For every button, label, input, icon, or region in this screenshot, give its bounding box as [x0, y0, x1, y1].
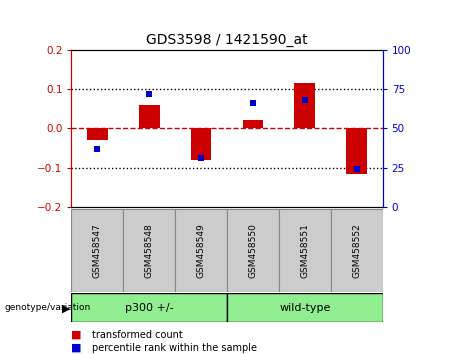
Bar	[331, 209, 383, 292]
Text: ▶: ▶	[62, 304, 71, 314]
Bar	[71, 293, 227, 322]
Text: GSM458551: GSM458551	[300, 223, 309, 278]
Bar	[346, 128, 367, 173]
Text: transformed count: transformed count	[92, 330, 183, 339]
Text: percentile rank within the sample: percentile rank within the sample	[92, 343, 257, 353]
Text: p300 +/-: p300 +/-	[125, 303, 173, 313]
Bar	[295, 83, 315, 128]
Bar	[175, 209, 227, 292]
Bar	[227, 293, 383, 322]
Bar	[139, 105, 160, 128]
Bar	[124, 209, 175, 292]
Text: ■: ■	[71, 343, 82, 353]
Text: genotype/variation: genotype/variation	[5, 303, 91, 312]
Text: GSM458547: GSM458547	[93, 223, 102, 278]
Bar	[191, 128, 212, 160]
Bar	[227, 209, 279, 292]
Title: GDS3598 / 1421590_at: GDS3598 / 1421590_at	[146, 33, 308, 47]
Text: GSM458549: GSM458549	[196, 223, 206, 278]
Bar	[242, 120, 263, 128]
Text: GSM458552: GSM458552	[352, 223, 361, 278]
Text: ■: ■	[71, 330, 82, 339]
Text: GSM458550: GSM458550	[248, 223, 258, 278]
Bar	[71, 209, 124, 292]
Bar	[279, 209, 331, 292]
Text: GSM458548: GSM458548	[145, 223, 154, 278]
Bar	[87, 128, 108, 140]
Text: wild-type: wild-type	[279, 303, 331, 313]
